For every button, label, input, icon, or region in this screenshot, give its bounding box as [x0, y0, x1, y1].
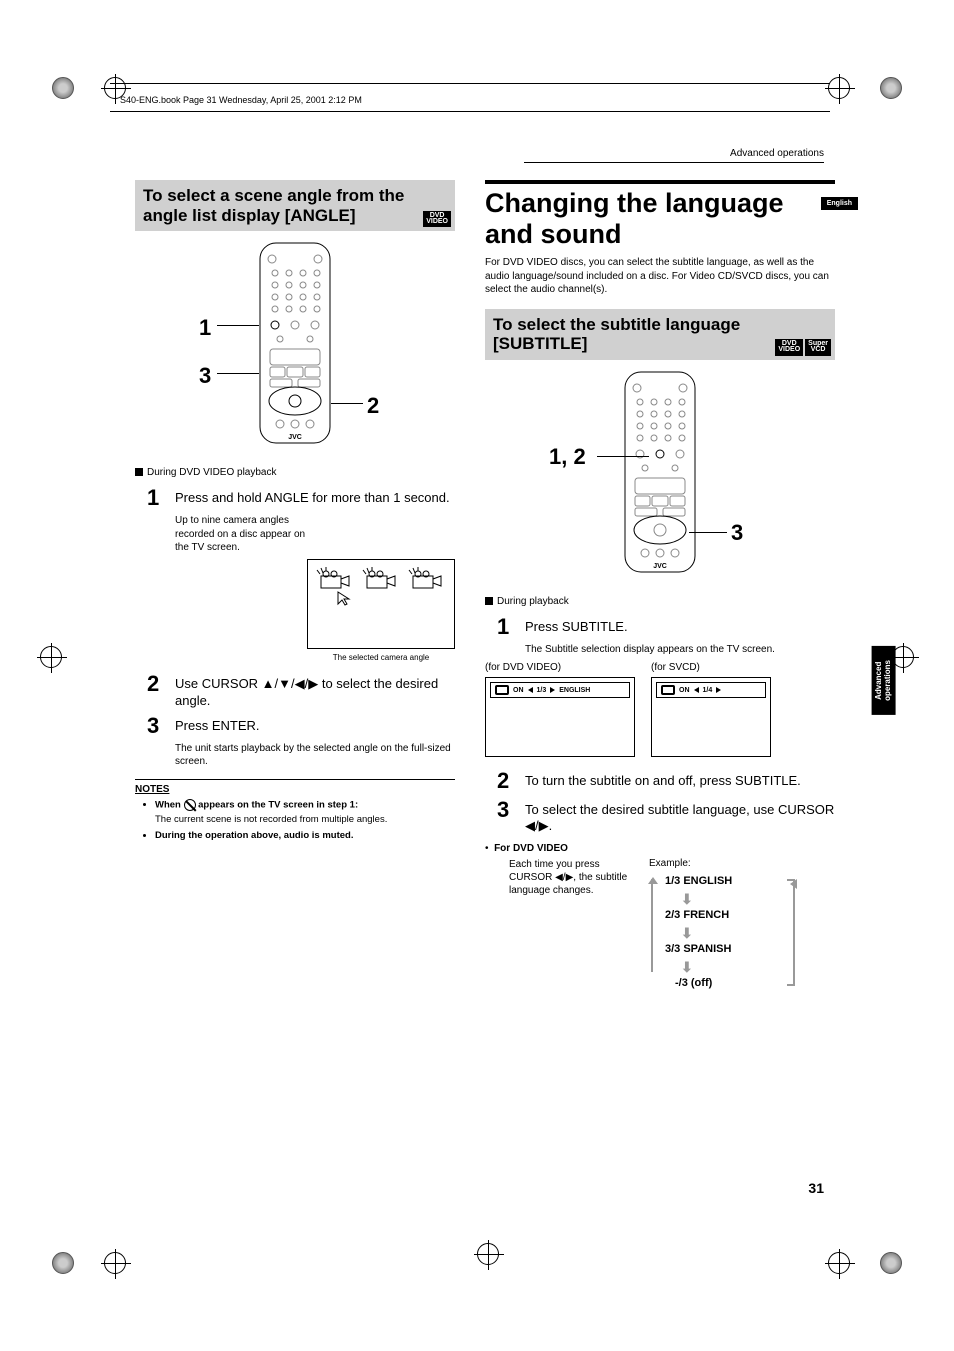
printer-mark [880, 77, 902, 99]
osd-svcd-box: ON 1/4 [651, 677, 771, 757]
callout-line [217, 325, 259, 326]
step-3: 3 Press ENTER. [147, 714, 455, 738]
remote-diagram-right: JVC 1, 2 3 [485, 368, 835, 588]
printer-mark [880, 1252, 902, 1274]
subtitle-heading: To select the subtitle language [SUBTITL… [485, 309, 835, 360]
note-item: During the operation above, audio is mut… [155, 830, 455, 842]
angle-heading: To select a scene angle from the angle l… [135, 180, 455, 231]
playback-label: During playback [485, 596, 835, 607]
registration-mark [828, 1252, 850, 1274]
printer-mark [52, 1252, 74, 1274]
registration-mark [828, 77, 850, 99]
for-dvd-bullet: • For DVD VIDEO [485, 843, 835, 854]
osd-dvd-box: ON 1/3 ENGLISH [485, 677, 635, 757]
page-content: To select a scene angle from the angle l… [135, 180, 835, 990]
prohibit-icon [184, 799, 196, 811]
notes-heading: NOTES [135, 779, 455, 795]
triangle-left-icon [528, 687, 533, 693]
registration-mark [477, 1243, 499, 1265]
registration-mark [104, 1252, 126, 1274]
callout-1: 1 [199, 315, 211, 341]
dvd-video-badge: DVDVIDEO [775, 339, 803, 356]
for-svcd-label: (for SVCD) [651, 662, 771, 673]
step-2: 2 Use CURSOR ▲/▼/◀/▶ to select the desir… [147, 672, 455, 710]
triangle-left-icon [694, 687, 699, 693]
left-column: To select a scene angle from the angle l… [135, 180, 455, 990]
osd-preview-row: (for DVD VIDEO) ON 1/3 ENGLISH (for SVCD… [485, 662, 835, 757]
example-label: Example: [649, 858, 789, 869]
angle-preview-box [307, 559, 455, 649]
header-section: Advanced operations [730, 148, 824, 159]
dvd-video-badge: DVDVIDEO [423, 211, 451, 228]
svcd-badge: SuperVCD [805, 339, 831, 356]
callout-3: 3 [199, 363, 211, 389]
dvd-example-row: Each time you press CURSOR ◀/▶, the subt… [485, 858, 835, 990]
for-dvd-label: (for DVD VIDEO) [485, 662, 635, 673]
step-3: 3 To select the desired subtitle languag… [497, 798, 835, 836]
triangle-right-icon [716, 687, 721, 693]
svg-text:JVC: JVC [653, 563, 667, 570]
callout-line [689, 532, 727, 533]
remote-diagram-left: JVC 1 3 2 [135, 239, 455, 459]
callout-line [217, 373, 259, 374]
callout-line [331, 403, 363, 404]
book-header: S40-ENG.book Page 31 Wednesday, April 25… [120, 95, 362, 105]
notes-list: When appears on the TV screen in step 1:… [145, 799, 455, 843]
cursor-arrow-icon [336, 590, 352, 606]
heading-text: To select the subtitle language [SUBTITL… [493, 315, 740, 354]
remote-illustration: JVC [250, 239, 340, 449]
step-1: 1 Press and hold ANGLE for more than 1 s… [147, 486, 455, 510]
header-rule [524, 162, 824, 163]
step-1: 1 Press SUBTITLE. [497, 615, 835, 639]
side-tab: Advanced operations [872, 646, 896, 715]
subtitle-osd-icon [661, 685, 675, 695]
side-tab-text: operations [883, 660, 892, 701]
for-dvd-sub: Each time you press CURSOR ◀/▶, the subt… [509, 858, 629, 990]
step-1-detail: Up to nine camera angles recorded on a d… [147, 514, 455, 649]
page-number: 31 [808, 1180, 824, 1196]
step-2: 2 To turn the subtitle on and off, press… [497, 769, 835, 793]
step-1-sub: The Subtitle selection display appears o… [525, 643, 835, 657]
callout-3: 3 [731, 520, 743, 546]
printer-mark [52, 77, 74, 99]
note-item: When appears on the TV screen in step 1:… [155, 799, 455, 826]
callout-12: 1, 2 [549, 444, 586, 470]
callout-line [597, 456, 649, 457]
callout-2: 2 [367, 393, 379, 419]
step-3-sub: The unit starts playback by the selected… [175, 742, 455, 769]
registration-mark [40, 646, 62, 668]
subtitle-osd-icon [495, 685, 509, 695]
camera-icon [315, 566, 355, 592]
playback-label: During DVD VIDEO playback [135, 467, 455, 478]
svg-text:JVC: JVC [288, 434, 302, 441]
heading-text: To select a scene angle from the angle l… [143, 186, 404, 225]
remote-illustration: JVC [615, 368, 705, 578]
main-heading: Changing the language and sound [485, 180, 835, 250]
language-cycle: 1/3 ENGLISH ⬇ 2/3 FRENCH ⬇ 3/3 SPANISH ⬇… [649, 875, 789, 990]
camera-icon [407, 566, 447, 592]
intro-text: For DVD VIDEO discs, you can select the … [485, 256, 835, 297]
right-column: Changing the language and sound For DVD … [485, 180, 835, 990]
camera-icon [361, 566, 401, 592]
triangle-right-icon [550, 687, 555, 693]
angle-caption: The selected camera angle [307, 653, 455, 662]
